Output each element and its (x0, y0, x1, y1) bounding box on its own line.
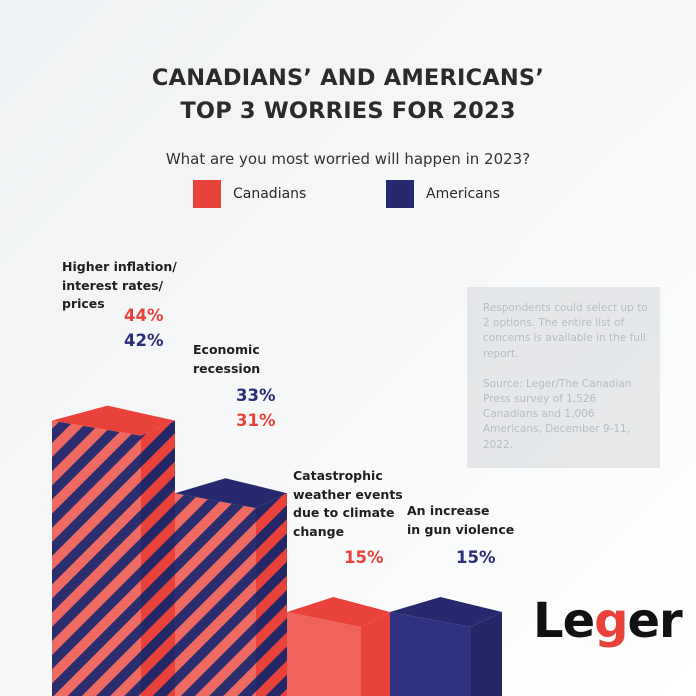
legend-swatch-canadians (193, 180, 221, 208)
category-label-line: in gun violence (407, 521, 515, 537)
note-paragraph-2: Source: Leger/The Canadian Press survey … (483, 377, 632, 451)
leger-logo: Leger (533, 593, 683, 649)
legend-item-americans: Americans (386, 180, 500, 208)
bar-inflation-front (52, 420, 141, 696)
bars-layer (52, 405, 502, 696)
legend-swatch-americans (386, 180, 414, 208)
value-label-inflation-canadians: 44% (124, 306, 164, 325)
value-label-recession-americans: 33% (236, 386, 276, 405)
title-line-2: TOP 3 WORRIES FOR 2023 (180, 98, 516, 124)
bar-recession-top (175, 478, 287, 509)
logo-text-accent: g (594, 593, 628, 649)
legend-item-canadians: Canadians (193, 180, 306, 208)
bar-weather-side (361, 612, 390, 696)
bar-recession-front (175, 493, 256, 696)
category-label-line: change (293, 523, 345, 539)
legend-label-canadians: Canadians (233, 186, 307, 202)
bar-gun-front (390, 612, 471, 696)
category-label-gun: An increase in gun violence (407, 502, 514, 539)
category-label-line: weather events (293, 486, 403, 502)
bar-weather-top (287, 597, 390, 627)
methodology-note: Respondents could select up to 2 options… (467, 287, 660, 468)
bar-gun-top (390, 597, 502, 627)
category-label-line: An increase (407, 503, 490, 518)
logo-text-end: er (627, 593, 683, 649)
chart-title: CANADIANS’ AND AMERICANS’ TOP 3 WORRIES … (0, 62, 696, 128)
category-label-line: recession (193, 360, 261, 376)
note-paragraph-1: Respondents could select up to 2 options… (483, 302, 648, 360)
logo-text-start: Le (533, 593, 595, 649)
category-label-line: prices (62, 296, 105, 311)
bar-inflation-top (52, 405, 175, 436)
bar-weather-front (287, 612, 361, 696)
category-label-recession: Economic recession (193, 341, 260, 378)
value-label-gun-americans: 15% (456, 548, 496, 567)
category-label-line: interest rates/ (62, 277, 164, 293)
category-label-line: Economic (193, 342, 260, 357)
value-label-weather-canadians: 15% (344, 548, 384, 567)
value-label-recession-canadians: 31% (236, 411, 276, 430)
category-label-line: Higher inflation/ (62, 259, 177, 274)
bar-gun-side (471, 612, 502, 696)
bar-inflation-side (141, 420, 175, 696)
category-label-line: Catastrophic (293, 468, 383, 483)
title-line-1: CANADIANS’ AND AMERICANS’ (151, 65, 545, 91)
legend-label-americans: Americans (426, 186, 500, 202)
category-label-weather: Catastrophic weather events due to clima… (293, 467, 403, 541)
category-label-inflation: Higher inflation/ interest rates/ prices (62, 258, 177, 314)
category-label-line: due to climate (293, 505, 395, 520)
bar-recession-side (256, 493, 287, 696)
chart-subtitle: What are you most worried will happen in… (165, 150, 531, 168)
value-label-inflation-americans: 42% (124, 331, 164, 350)
